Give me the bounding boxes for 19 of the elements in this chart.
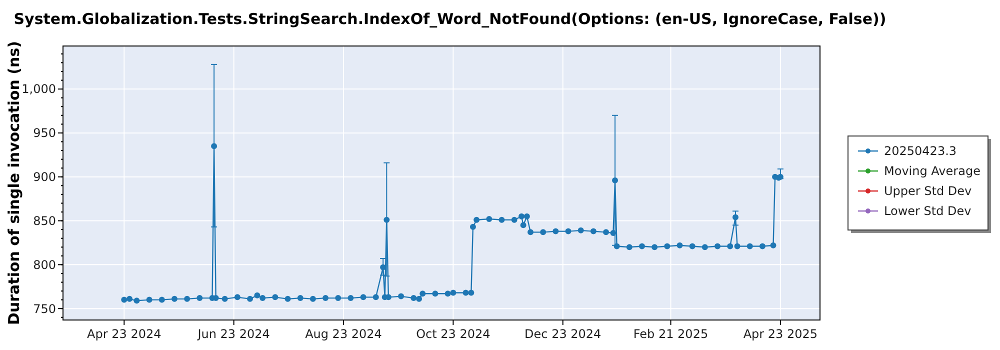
y-tick-label: 850 [33,214,56,228]
y-tick-label: 1,000 [22,82,56,96]
y-tick-label: 800 [33,258,56,272]
x-tick-label: Dec 23 2024 [524,327,602,341]
x-tick-label: Feb 21 2025 [633,327,708,341]
x-tick-label: Apr 23 2025 [743,327,818,341]
x-tick-label: Apr 23 2024 [87,327,162,341]
x-tick-label: Oct 23 2024 [416,327,490,341]
legend-label: Upper Std Dev [884,184,972,198]
y-tick-label: 950 [33,126,56,140]
legend-label: 20250423.3 [884,144,957,158]
legend-label: Lower Std Dev [884,204,972,218]
y-tick-label: 750 [33,302,56,316]
chart-title: System.Globalization.Tests.StringSearch.IndexOf_Word_NotFound(Options: (en-US, IgnoreCase, False)) [14,10,886,28]
y-axis-title: Duration of single invocation (ns) [5,41,23,325]
x-tick-label: Jun 23 2024 [196,327,270,341]
y-tick-label: 900 [33,170,56,184]
x-tick-label: Aug 23 2024 [305,327,382,341]
legend-label: Moving Average [884,164,980,178]
